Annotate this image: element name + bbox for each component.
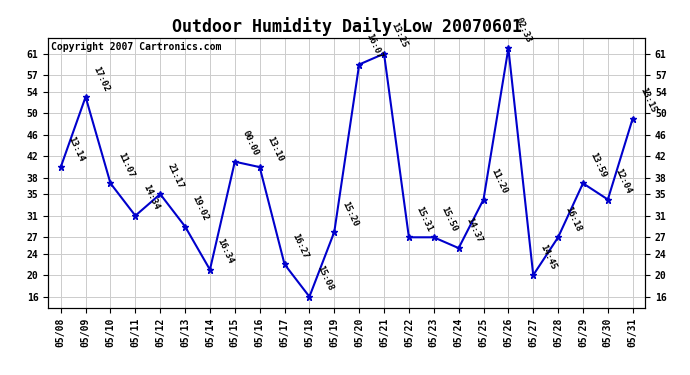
Text: 16:34: 16:34 — [215, 237, 235, 266]
Text: 13:14: 13:14 — [66, 135, 86, 163]
Text: 17:02: 17:02 — [91, 64, 110, 93]
Text: Copyright 2007 Cartronics.com: Copyright 2007 Cartronics.com — [51, 42, 221, 52]
Title: Outdoor Humidity Daily Low 20070601: Outdoor Humidity Daily Low 20070601 — [172, 17, 522, 36]
Text: 12:04: 12:04 — [613, 167, 633, 195]
Text: 19:02: 19:02 — [190, 194, 210, 222]
Text: 00:00: 00:00 — [240, 129, 260, 158]
Text: 21:17: 21:17 — [166, 162, 186, 190]
Text: 11:07: 11:07 — [116, 151, 135, 179]
Text: 02:33: 02:33 — [514, 16, 533, 44]
Text: 14:37: 14:37 — [464, 216, 484, 244]
Text: 15:20: 15:20 — [340, 200, 359, 228]
Text: 16:07: 16:07 — [365, 32, 384, 60]
Text: 14:45: 14:45 — [539, 243, 558, 271]
Text: 15:50: 15:50 — [440, 205, 459, 233]
Text: 13:15: 13:15 — [638, 86, 658, 114]
Text: 15:08: 15:08 — [315, 264, 335, 292]
Text: 13:10: 13:10 — [265, 135, 285, 163]
Text: 14:34: 14:34 — [141, 183, 160, 211]
Text: 13:25: 13:25 — [390, 21, 409, 50]
Text: 16:27: 16:27 — [290, 232, 310, 260]
Text: 11:20: 11:20 — [489, 167, 509, 195]
Text: 16:18: 16:18 — [564, 205, 583, 233]
Text: 13:59: 13:59 — [589, 151, 608, 179]
Text: 15:31: 15:31 — [415, 205, 434, 233]
